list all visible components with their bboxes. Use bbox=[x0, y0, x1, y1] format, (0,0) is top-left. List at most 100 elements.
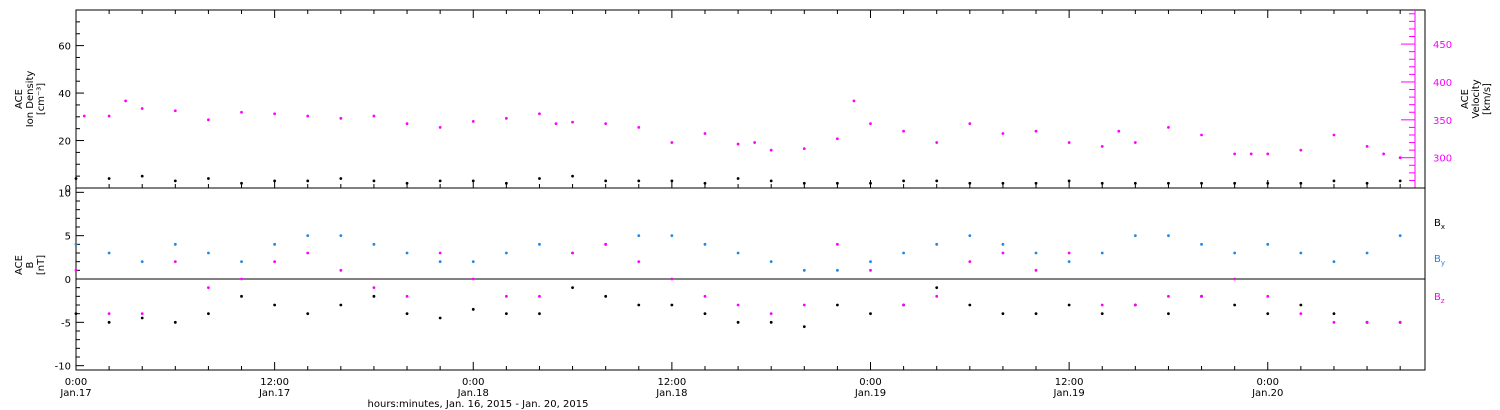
plot-frame-top bbox=[75, 9, 1426, 189]
legend-subscript: z bbox=[1441, 297, 1445, 305]
by-point bbox=[1365, 251, 1369, 255]
x-tick-day: Jan.19 bbox=[1052, 388, 1084, 399]
bx-point bbox=[968, 303, 972, 307]
bz-point bbox=[1299, 312, 1303, 316]
velocity-point bbox=[504, 116, 508, 120]
velocity-point bbox=[82, 114, 86, 118]
bz-point bbox=[869, 268, 872, 272]
x-tick-day: Jan.18 bbox=[655, 388, 687, 399]
legend-bx: Bx bbox=[1434, 218, 1445, 231]
by-point bbox=[240, 260, 243, 264]
bz-point bbox=[273, 260, 277, 264]
velocity-point bbox=[140, 107, 144, 110]
by-point bbox=[869, 260, 872, 264]
velocity-point bbox=[835, 137, 839, 141]
bz-point bbox=[74, 268, 78, 272]
by-point bbox=[802, 268, 806, 272]
by-point bbox=[902, 251, 906, 255]
velocity-point bbox=[736, 142, 740, 146]
bz-point bbox=[405, 294, 409, 298]
density-point bbox=[339, 177, 343, 180]
by-point bbox=[1167, 234, 1170, 238]
by-point bbox=[471, 260, 475, 264]
bz-point bbox=[1100, 303, 1104, 307]
y-tick-label: 60 bbox=[58, 42, 71, 53]
by-point bbox=[504, 251, 508, 255]
bx-point bbox=[1266, 312, 1270, 316]
x-tick-time: 0:00 bbox=[462, 377, 484, 388]
bx-point bbox=[207, 312, 210, 316]
bz-point bbox=[571, 251, 574, 255]
velocity-point bbox=[240, 110, 243, 114]
velocity-point bbox=[670, 141, 674, 144]
density-point bbox=[1133, 181, 1137, 185]
y-tick-label: 5 bbox=[65, 232, 71, 243]
velocity-point bbox=[405, 122, 409, 126]
y-tick-label: 20 bbox=[58, 137, 71, 148]
by-point bbox=[1332, 260, 1336, 264]
bz-point bbox=[1200, 294, 1203, 298]
velocity-point bbox=[207, 118, 210, 122]
velocity-point bbox=[753, 141, 757, 144]
bz-point bbox=[604, 242, 608, 246]
velocity-point bbox=[1133, 141, 1137, 144]
x-tick-day: Jan.18 bbox=[457, 388, 489, 399]
density-point bbox=[769, 179, 773, 183]
density-point bbox=[802, 181, 806, 185]
bz-point bbox=[835, 242, 839, 246]
bx-point bbox=[1332, 312, 1336, 316]
velocity-point bbox=[372, 114, 376, 118]
bx-point bbox=[405, 312, 409, 316]
bx-point bbox=[1167, 312, 1170, 316]
legend-name: B bbox=[1434, 218, 1441, 229]
by-point bbox=[1266, 242, 1270, 246]
velocity-point bbox=[1233, 152, 1237, 156]
bz-point bbox=[802, 303, 806, 307]
velocity-point bbox=[1034, 129, 1038, 133]
density-point bbox=[538, 177, 541, 180]
bx-point bbox=[1299, 303, 1303, 307]
legend-by: By bbox=[1434, 254, 1445, 267]
density-point bbox=[504, 181, 508, 185]
bz-point bbox=[1067, 251, 1071, 255]
bx-point bbox=[703, 312, 707, 316]
x-tick-time: 12:00 bbox=[260, 377, 289, 388]
bx-point bbox=[372, 294, 376, 298]
by-point bbox=[769, 260, 773, 264]
bz-point bbox=[306, 251, 310, 255]
velocity-point bbox=[769, 148, 773, 152]
bz-point bbox=[538, 294, 541, 298]
velocity-point bbox=[438, 126, 442, 129]
by-point bbox=[173, 242, 177, 246]
by-point bbox=[1299, 251, 1303, 255]
bz-point bbox=[339, 268, 343, 272]
by-point bbox=[339, 234, 343, 238]
density-point bbox=[637, 179, 641, 183]
x-tick-time: 0:00 bbox=[65, 377, 87, 388]
density-point bbox=[1365, 181, 1369, 185]
x-axis-label: hours:minutes, Jan. 16, 2015 - Jan. 20, … bbox=[368, 399, 589, 410]
bz-point bbox=[902, 303, 906, 307]
velocity-point bbox=[538, 112, 541, 116]
density-point bbox=[306, 179, 310, 183]
velocity-point bbox=[1067, 141, 1071, 144]
velocity-point bbox=[273, 112, 277, 116]
bz-point bbox=[1233, 277, 1237, 281]
bx-point bbox=[1001, 312, 1005, 316]
bz-point bbox=[935, 294, 939, 298]
density-point bbox=[935, 179, 939, 183]
x-tick-day: Jan.17 bbox=[59, 388, 91, 399]
velocity-point bbox=[124, 99, 128, 103]
density-point bbox=[240, 181, 243, 185]
velocity-point bbox=[339, 116, 343, 120]
density-point bbox=[835, 181, 839, 185]
by-point bbox=[835, 268, 839, 272]
y-axis-label-line: [cm⁻³] bbox=[36, 83, 47, 115]
by-point bbox=[670, 234, 674, 238]
y-tick-label: -10 bbox=[55, 362, 71, 373]
bx-point bbox=[273, 303, 277, 307]
y-axis-label-line: Ion Density bbox=[25, 71, 36, 128]
bx-point bbox=[935, 286, 939, 290]
bz-point bbox=[1133, 303, 1137, 307]
